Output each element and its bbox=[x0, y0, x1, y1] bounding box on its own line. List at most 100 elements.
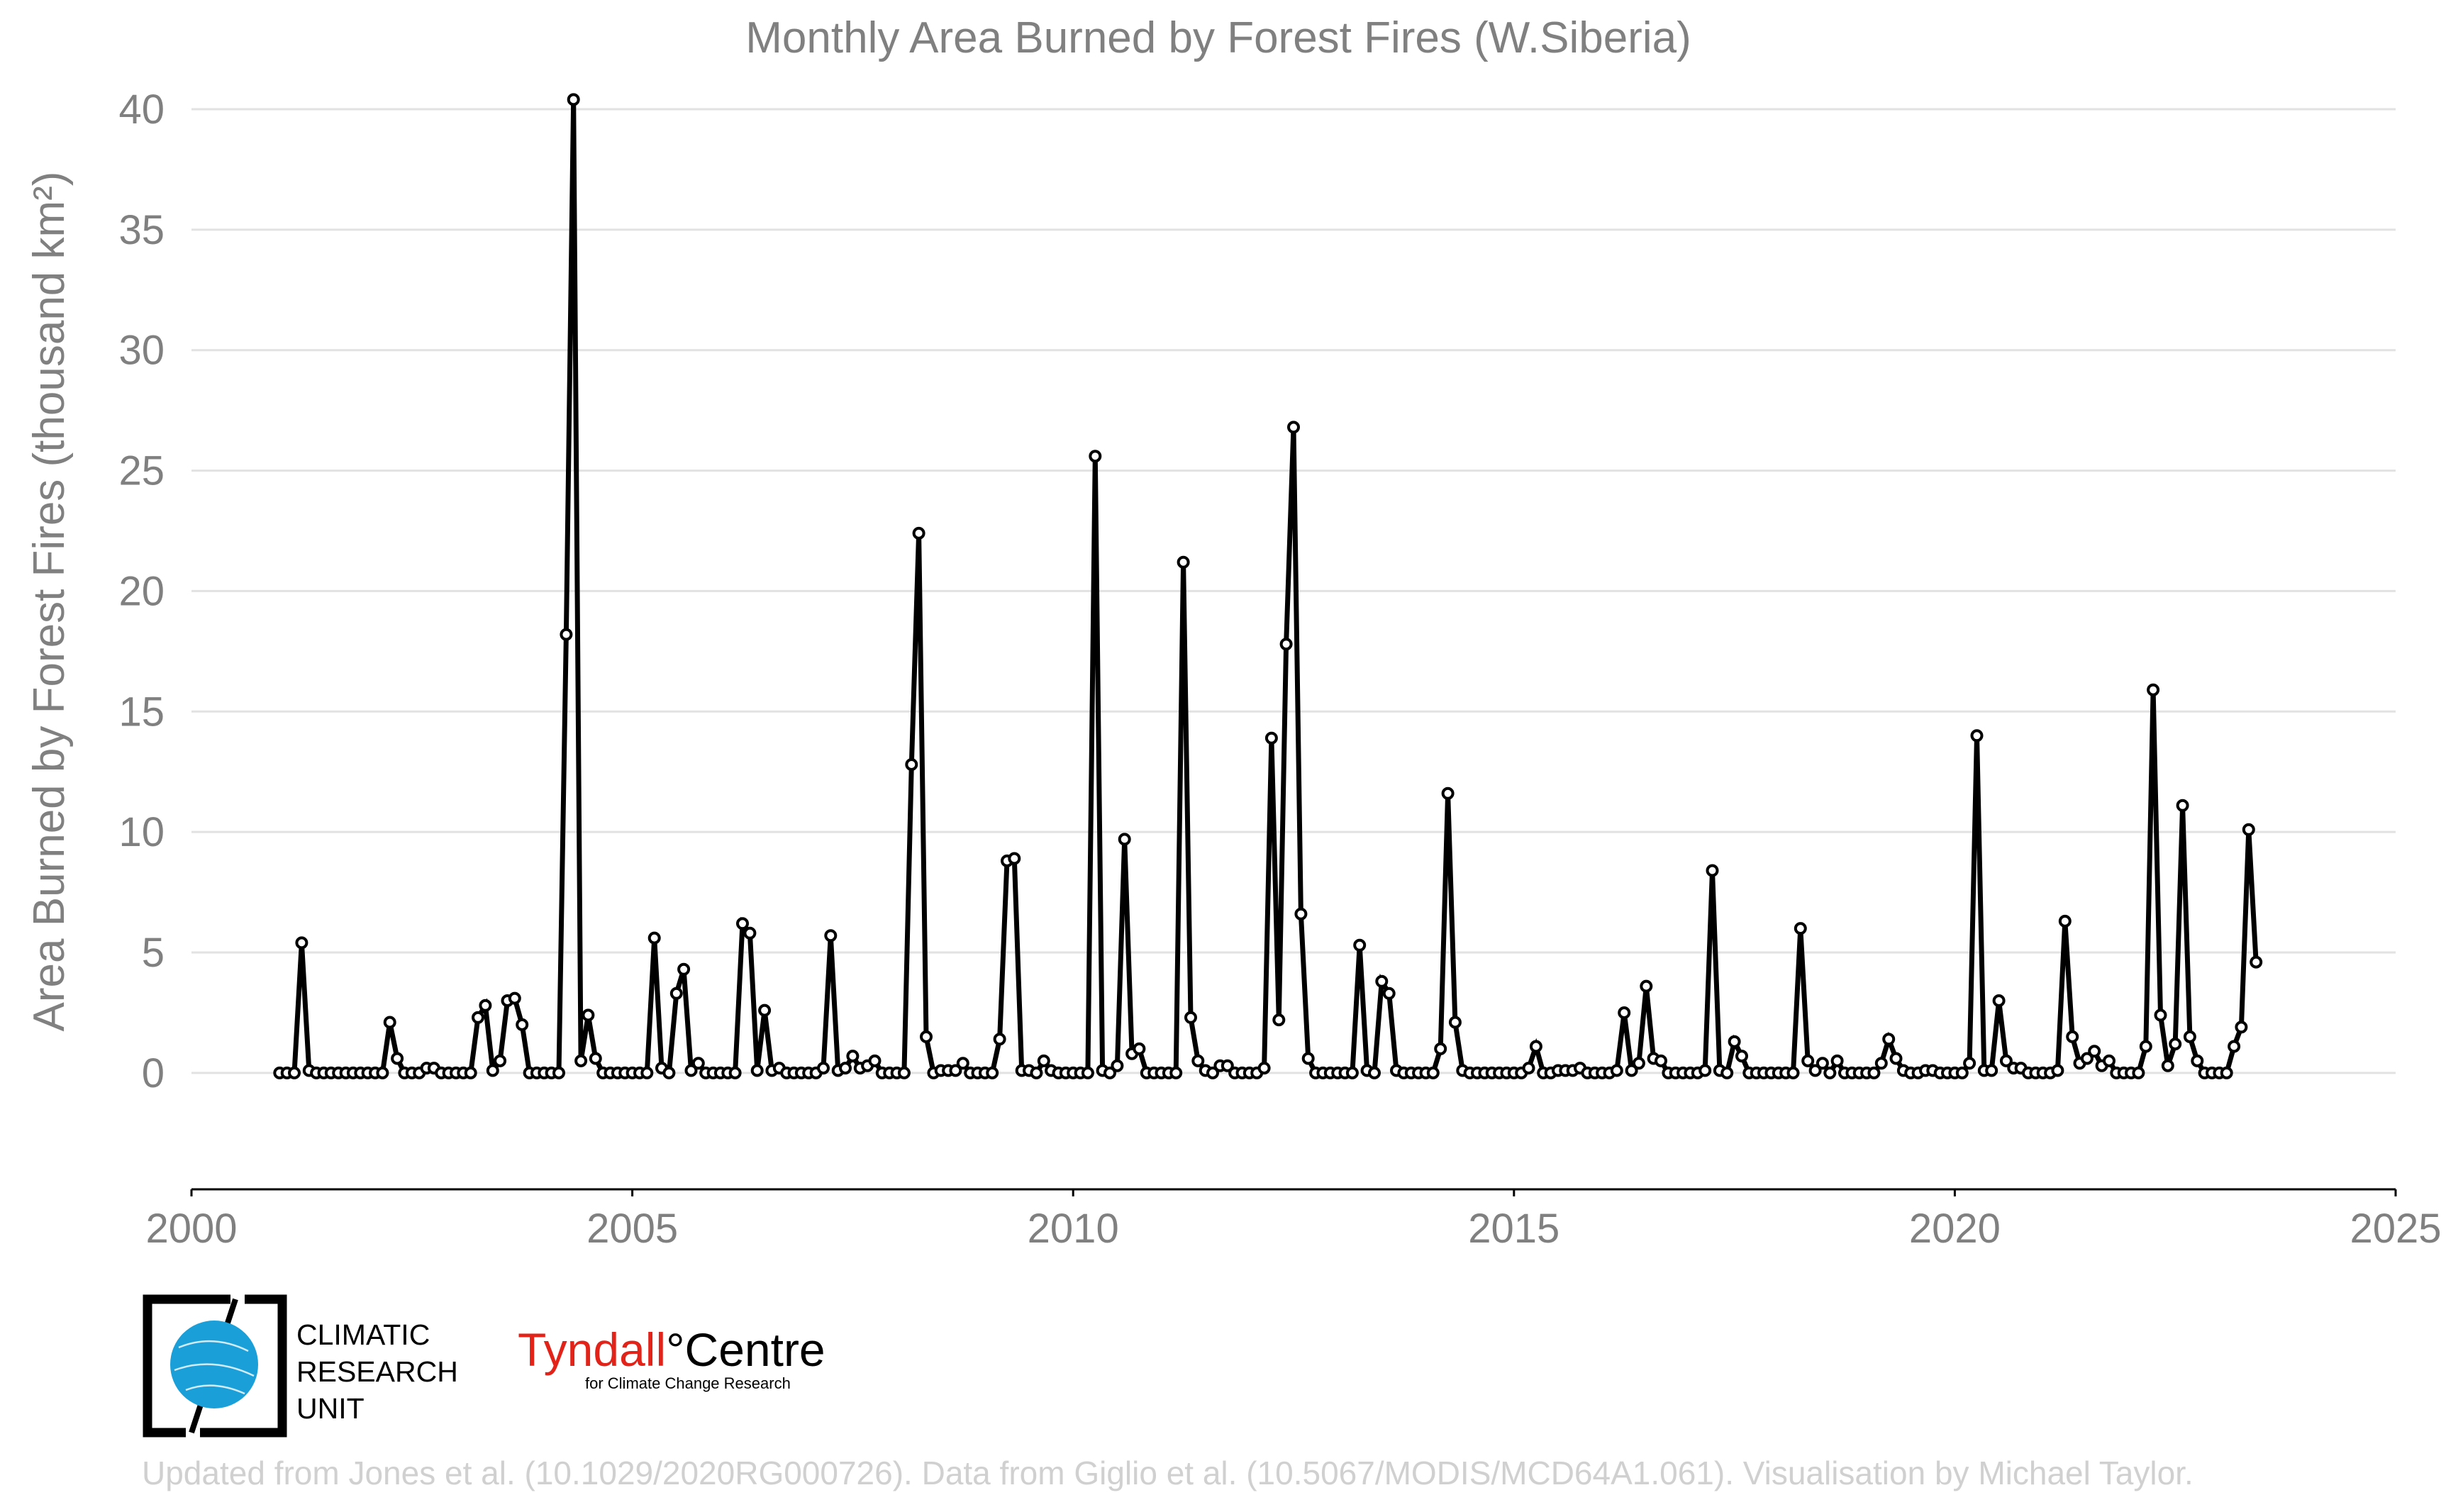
cru-text: CLIMATIC RESEARCH UNIT bbox=[296, 1316, 458, 1427]
data-point bbox=[1610, 1064, 1623, 1077]
data-point bbox=[2147, 683, 2160, 696]
data-point bbox=[567, 93, 580, 106]
data-point bbox=[295, 936, 308, 950]
y-tick-label: 35 bbox=[118, 207, 165, 253]
data-point bbox=[1264, 731, 1278, 745]
data-point bbox=[1698, 1064, 1712, 1077]
cru-line-1: CLIMATIC bbox=[296, 1318, 430, 1351]
data-point bbox=[728, 1066, 742, 1079]
y-tick-label: 20 bbox=[118, 568, 165, 614]
data-point bbox=[1522, 1062, 1535, 1075]
data-point bbox=[1184, 1011, 1197, 1024]
data-point bbox=[2169, 1038, 2182, 1051]
tyndall-degree: ° bbox=[666, 1323, 685, 1376]
data-point bbox=[479, 999, 492, 1012]
data-point bbox=[1345, 1066, 1359, 1079]
data-point bbox=[472, 1011, 484, 1024]
data-point bbox=[1301, 1052, 1315, 1065]
x-tick-label: 2020 bbox=[1909, 1206, 2001, 1252]
series-group bbox=[273, 93, 2263, 1079]
cru-bracket-right bbox=[200, 1294, 287, 1438]
data-point bbox=[758, 1004, 772, 1017]
data-point bbox=[2250, 955, 2263, 969]
data-point bbox=[2183, 1030, 2196, 1043]
data-point bbox=[2154, 1008, 2167, 1022]
data-point bbox=[1992, 994, 2006, 1007]
data-point bbox=[993, 1033, 1006, 1046]
data-point bbox=[1030, 1066, 1043, 1079]
globe-lines bbox=[174, 1340, 255, 1395]
data-point bbox=[1999, 1054, 2013, 1067]
data-point bbox=[2235, 1021, 2248, 1034]
data-point bbox=[2139, 1040, 2152, 1053]
data-point bbox=[1720, 1066, 1734, 1079]
data-point bbox=[1794, 922, 1807, 935]
data-point bbox=[669, 986, 683, 1000]
data-point bbox=[1103, 1066, 1116, 1079]
data-point bbox=[1133, 1042, 1146, 1055]
data-point bbox=[1089, 450, 1102, 463]
data-point bbox=[2132, 1066, 2145, 1079]
data-point bbox=[677, 962, 691, 976]
data-point bbox=[662, 1066, 676, 1079]
y-axis-label-text: Area Burned by Forest Fires (thousand km… bbox=[25, 172, 74, 1032]
data-point bbox=[647, 931, 661, 945]
cru-line-3: UNIT bbox=[296, 1392, 365, 1425]
data-point bbox=[1632, 1057, 1645, 1070]
data-point bbox=[1618, 1006, 1631, 1019]
data-point bbox=[2191, 1054, 2204, 1067]
data-point bbox=[1221, 1059, 1234, 1072]
data-point bbox=[383, 1016, 396, 1029]
data-point bbox=[684, 1064, 698, 1077]
data-point bbox=[912, 526, 925, 540]
data-point bbox=[1434, 1042, 1447, 1055]
x-tick-label: 2005 bbox=[586, 1206, 678, 1252]
cru-line-2: RESEARCH bbox=[296, 1355, 458, 1388]
data-point bbox=[582, 1008, 595, 1022]
data-point bbox=[1169, 1066, 1183, 1079]
data-point bbox=[920, 1030, 933, 1043]
data-point bbox=[1177, 555, 1190, 569]
chart-title: Monthly Area Burned by Forest Fires (W.S… bbox=[745, 13, 1691, 62]
data-point bbox=[1808, 1064, 1822, 1077]
data-point bbox=[1955, 1066, 1969, 1079]
data-point bbox=[1287, 421, 1300, 434]
data-point bbox=[905, 758, 918, 771]
data-point bbox=[1368, 1066, 1381, 1079]
data-point bbox=[1985, 1064, 1998, 1077]
x-tick-label: 2025 bbox=[2350, 1206, 2441, 1252]
data-point bbox=[949, 1064, 962, 1077]
data-point bbox=[640, 1066, 654, 1079]
data-point bbox=[1882, 1033, 1896, 1046]
x-axis: 2000 2005 2010 2015 2020 2025 bbox=[145, 1188, 2442, 1252]
data-point bbox=[1353, 938, 1367, 952]
y-tick-label: 40 bbox=[118, 87, 165, 133]
y-tick-label: 10 bbox=[118, 809, 165, 855]
data-point bbox=[1655, 1054, 1667, 1067]
data-point bbox=[1830, 1054, 1844, 1067]
data-point bbox=[494, 1054, 507, 1067]
data-point bbox=[2058, 914, 2072, 928]
data-point bbox=[2228, 1040, 2241, 1053]
data-point bbox=[1382, 986, 1396, 1000]
data-point bbox=[1735, 1050, 1748, 1063]
x-tick-label: 2015 bbox=[1468, 1206, 1559, 1252]
data-point bbox=[986, 1066, 999, 1079]
y-tick-label: 15 bbox=[118, 689, 165, 735]
data-point bbox=[1191, 1054, 1205, 1067]
data-point bbox=[2051, 1064, 2064, 1077]
data-point bbox=[574, 1054, 588, 1067]
data-point bbox=[2161, 1059, 2174, 1072]
x-tick-label: 2010 bbox=[1028, 1206, 1119, 1252]
data-point bbox=[2066, 1030, 2079, 1043]
data-point bbox=[1640, 979, 1653, 993]
x-tick-label: 2000 bbox=[145, 1206, 237, 1252]
y-tick-label: 0 bbox=[142, 1050, 165, 1096]
data-point bbox=[1529, 1040, 1542, 1053]
data-point bbox=[464, 1066, 477, 1079]
data-point bbox=[1294, 907, 1308, 921]
data-point bbox=[1801, 1054, 1815, 1067]
y-tick-label: 25 bbox=[118, 448, 165, 494]
data-point bbox=[1963, 1057, 1976, 1070]
data-point bbox=[750, 1064, 764, 1077]
